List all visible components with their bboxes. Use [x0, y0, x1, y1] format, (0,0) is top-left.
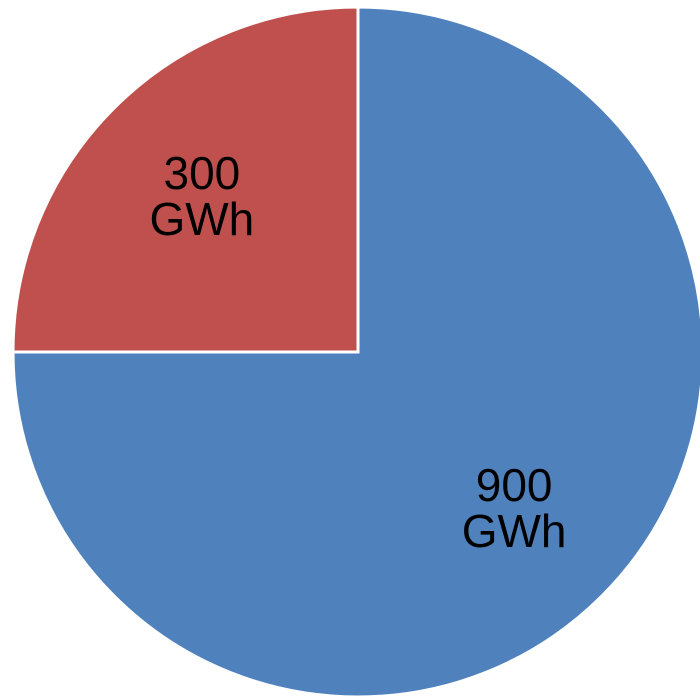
- data-label-line: 300: [163, 147, 240, 199]
- pie-slices: [11, 5, 700, 699]
- pie-slice-900: [11, 5, 700, 699]
- data-label-300: 300 GWh: [149, 147, 254, 245]
- data-label-line: 900: [476, 459, 553, 511]
- pie-slice-300: [11, 5, 360, 354]
- data-label-line: GWh: [149, 193, 254, 245]
- data-label-line: GWh: [462, 505, 567, 557]
- data-label-900: 900 GWh: [462, 459, 567, 557]
